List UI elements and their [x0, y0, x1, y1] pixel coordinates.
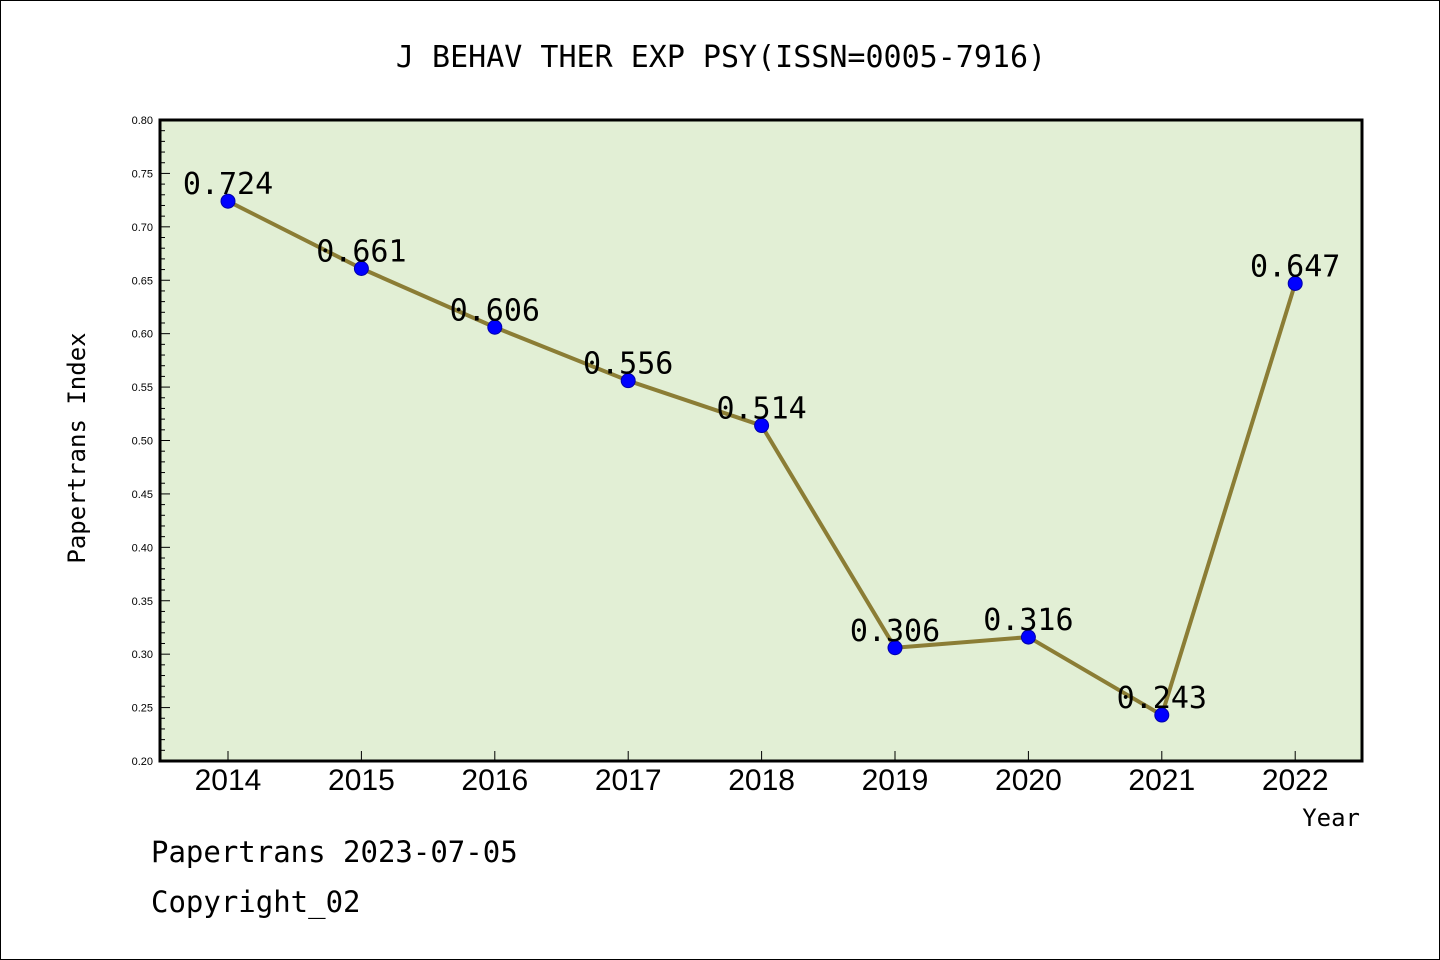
data-label: 0.514: [716, 392, 806, 427]
y-tick-label: 0.20: [132, 756, 153, 768]
data-point: [353, 260, 369, 276]
x-tick-label: 2017: [595, 764, 662, 797]
data-label: 0.556: [583, 347, 673, 382]
footer-copyright: Copyright_02: [151, 885, 361, 919]
data-point: [754, 418, 770, 434]
x-tick-label: 2022: [1262, 764, 1329, 797]
x-tick-label: 2021: [1128, 764, 1195, 797]
data-label: 0.316: [983, 603, 1073, 638]
y-tick-label: 0.25: [132, 703, 153, 715]
data-point: [1154, 707, 1170, 723]
data-point: [1020, 629, 1036, 645]
y-tick-label: 0.35: [132, 596, 153, 608]
y-tick-label: 0.50: [132, 436, 153, 448]
y-tick-label: 0.40: [132, 542, 153, 554]
y-axis: 0.20 0.25 0.30 0.35 0.40 0.45 0.50 0.55 0.60 0.65…: [132, 115, 170, 768]
y-tick-label: 0.60: [132, 329, 153, 341]
data-label: 0.647: [1250, 249, 1340, 284]
data-label: 0.243: [1117, 681, 1207, 716]
footer-date: Papertrans 2023-07-05: [151, 835, 518, 869]
x-tick-label: 2016: [461, 764, 528, 797]
x-tick-label: 2014: [195, 764, 262, 797]
y-tick-label: 0.65: [132, 275, 153, 287]
y-tick-label: 0.45: [132, 489, 153, 501]
data-labels: 0.724 0.661 0.606 0.556 0.514 0.306 0.316 0.243…: [183, 167, 1341, 716]
data-label: 0.724: [183, 167, 273, 202]
y-tick-label: 0.55: [132, 382, 153, 394]
data-point: [620, 373, 636, 389]
chart-title: J BEHAV THER EXP PSY(ISSN=0005-7916): [396, 40, 1046, 75]
data-point: [220, 193, 236, 209]
x-axis-label: Year: [1302, 804, 1360, 832]
x-tick-label: 2019: [862, 764, 929, 797]
data-points: [220, 193, 1303, 723]
data-point: [487, 319, 503, 335]
x-tick-label: 2015: [328, 764, 395, 797]
y-tick-label: 0.80: [132, 115, 153, 127]
data-label: 0.606: [450, 293, 540, 328]
x-axis: 2014 2015 2016 2017 2018 2019 2020 2021 2022: [195, 751, 1329, 797]
data-label: 0.661: [316, 234, 406, 269]
y-axis-label: Papertrans Index: [63, 332, 91, 563]
data-point: [887, 640, 903, 656]
data-point: [1287, 275, 1303, 291]
y-tick-label: 0.30: [132, 649, 153, 661]
data-label: 0.306: [850, 614, 940, 649]
y-tick-label: 0.75: [132, 168, 153, 180]
y-tick-label: 0.70: [132, 222, 153, 234]
x-tick-label: 2020: [995, 764, 1062, 797]
plot-area: [158, 118, 1364, 763]
x-tick-label: 2018: [728, 764, 795, 797]
